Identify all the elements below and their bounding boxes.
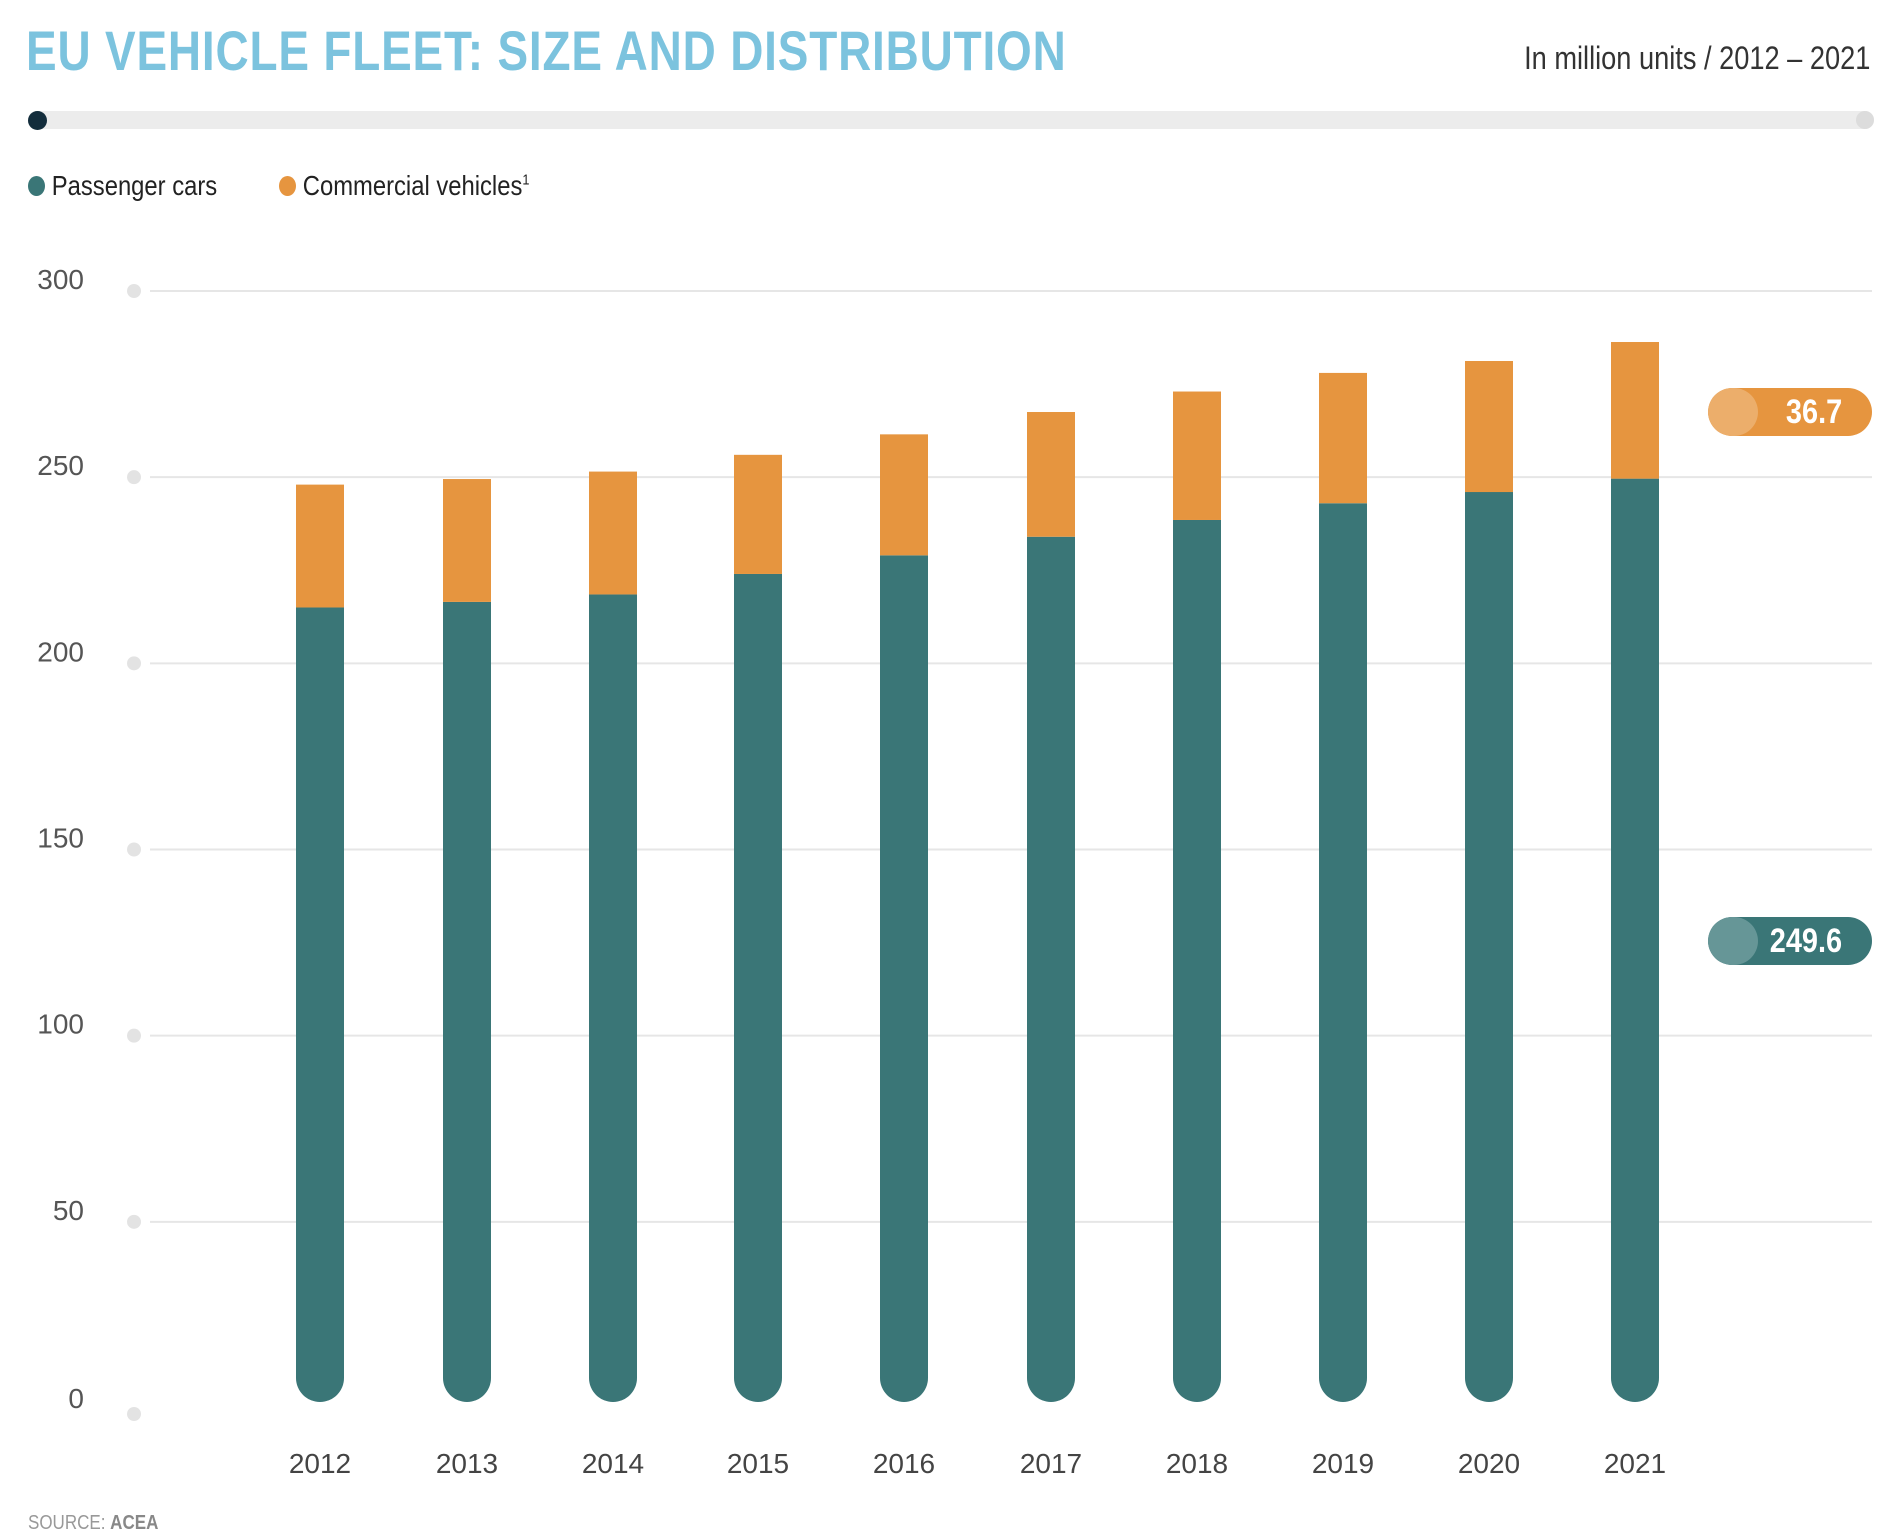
bar-passenger-2019 xyxy=(1319,503,1367,1403)
legend-label: Commercial vehicles1 xyxy=(302,170,529,202)
y-tick-label: 100 xyxy=(37,1009,84,1040)
callout-knob xyxy=(1708,917,1758,965)
legend-swatch-commercial xyxy=(278,176,296,196)
source-name: ACEA xyxy=(110,1512,159,1534)
tick-dot xyxy=(127,656,141,671)
bar-commercial-2013 xyxy=(443,479,491,602)
legend-label-text: Commercial vehicles xyxy=(302,170,522,201)
tick-dot xyxy=(127,470,141,485)
bar-commercial-2020 xyxy=(1465,360,1513,493)
bar-passenger-2013 xyxy=(443,601,491,1402)
tick-dot xyxy=(127,1028,141,1043)
x-tick-label: 2014 xyxy=(582,1448,644,1479)
y-tick-label: 150 xyxy=(37,823,84,854)
tick-dot xyxy=(127,842,141,857)
bar-passenger-2017 xyxy=(1027,536,1075,1402)
source-note: SOURCE: ACEA xyxy=(28,1512,158,1535)
bar-commercial-2014 xyxy=(589,471,637,595)
bar-passenger-2012 xyxy=(296,607,344,1402)
callout-knob xyxy=(1708,388,1758,436)
bar-passenger-2018 xyxy=(1173,519,1221,1402)
timeline-slider-end xyxy=(1856,111,1874,129)
chart-subtitle: In million units / 2012 – 2021 xyxy=(1523,40,1870,76)
callout-value: 36.7 xyxy=(1785,392,1842,431)
x-tick-label: 2012 xyxy=(289,1448,351,1479)
x-tick-label: 2013 xyxy=(436,1448,498,1479)
chart-title: EU VEHICLE FLEET: SIZE AND DISTRIBUTION xyxy=(26,19,1067,82)
y-tick-label: 300 xyxy=(37,264,84,295)
x-tick-label: 2015 xyxy=(727,1448,789,1479)
footnote-marker: 1 xyxy=(521,171,529,189)
x-tick-label: 2017 xyxy=(1020,1448,1082,1479)
x-tick-label: 2019 xyxy=(1312,1448,1374,1479)
tick-dot xyxy=(127,1214,141,1229)
legend-swatch-passenger xyxy=(28,176,45,196)
bar-passenger-2021 xyxy=(1611,478,1659,1402)
tick-dot xyxy=(127,1407,141,1421)
callout-value: 249.6 xyxy=(1769,921,1842,960)
callout-commercial-2021: 36.7 xyxy=(1708,388,1872,436)
legend-item-passenger-cars: Passenger cars xyxy=(28,170,217,202)
timeline-slider-track[interactable] xyxy=(28,111,1874,129)
tick-dot xyxy=(127,284,141,298)
x-tick-label: 2021 xyxy=(1604,1448,1666,1479)
legend: Passenger cars Commercial vehicles1 xyxy=(28,170,573,202)
y-tick-label: 50 xyxy=(53,1195,84,1226)
callout-passenger-2021: 249.6 xyxy=(1708,917,1872,965)
x-tick-label: 2016 xyxy=(873,1448,935,1479)
bar-passenger-2015 xyxy=(734,573,782,1402)
timeline-slider-handle[interactable] xyxy=(28,111,47,130)
bar-commercial-2016 xyxy=(880,434,928,556)
bar-commercial-2019 xyxy=(1319,372,1367,504)
legend-item-commercial-vehicles: Commercial vehicles1 xyxy=(278,170,529,202)
bar-passenger-2014 xyxy=(589,594,637,1402)
bar-commercial-2017 xyxy=(1027,412,1075,537)
y-tick-label: 250 xyxy=(37,450,84,481)
bar-commercial-2015 xyxy=(734,454,782,574)
y-tick-label: 0 xyxy=(68,1383,84,1414)
legend-label: Passenger cars xyxy=(51,170,218,201)
bar-commercial-2021 xyxy=(1611,342,1659,479)
bar-commercial-2018 xyxy=(1173,391,1221,520)
bar-passenger-2020 xyxy=(1465,492,1513,1402)
bar-passenger-2016 xyxy=(880,555,928,1402)
x-tick-label: 2020 xyxy=(1458,1448,1520,1479)
source-prefix: SOURCE: xyxy=(28,1512,111,1534)
x-tick-label: 2018 xyxy=(1166,1448,1228,1479)
y-tick-label: 200 xyxy=(37,636,84,667)
bar-commercial-2012 xyxy=(296,484,344,608)
